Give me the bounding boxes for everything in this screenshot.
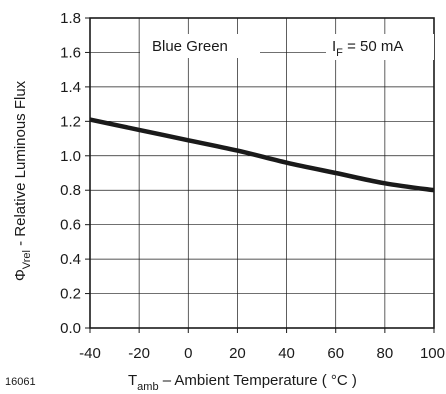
y-tick-label: 1.0	[60, 148, 81, 165]
y-label-sub: Vrel	[21, 250, 33, 269]
y-label-main: Φ	[12, 269, 29, 281]
x-tick-label: 80	[377, 345, 394, 362]
y-tick-label: 0.8	[60, 182, 81, 199]
x-label-rest: – Ambient Temperature ( °C )	[159, 372, 357, 389]
condition-sub: F	[336, 47, 343, 59]
y-tick-label: 1.4	[60, 79, 81, 96]
x-tick-label: 0	[184, 345, 192, 362]
y-tick-label: 1.6	[60, 44, 81, 61]
condition-rest: = 50 mA	[343, 38, 403, 55]
condition-main: I	[332, 38, 336, 55]
y-tick-label: 1.2	[60, 113, 81, 130]
x-axis-ticks: -40 -20 0 20 40 60 80 100	[79, 328, 445, 362]
y-tick-label: 1.8	[60, 10, 81, 27]
y-tick-label: 0.2	[60, 286, 81, 303]
figure-id: 16061	[5, 376, 36, 388]
y-label-rest: - Relative Luminous Flux	[12, 80, 29, 250]
x-label-main: T	[128, 372, 137, 389]
x-tick-label: -20	[128, 345, 150, 362]
y-tick-label: 0.6	[60, 217, 81, 234]
grid-lines	[90, 18, 434, 328]
series-line-blue-green	[89, 117, 435, 193]
series-label-box	[140, 34, 260, 58]
x-tick-label: -40	[79, 345, 101, 362]
y-axis-ticks: 0.0 0.2 0.4 0.6 0.8 1.0 1.2 1.4 1.6 1.8	[60, 10, 90, 337]
x-tick-label: 100	[420, 345, 445, 362]
plot-frame	[89, 17, 435, 329]
condition-label-box	[326, 34, 434, 60]
y-axis-label: ΦVrel - Relative Luminous Flux	[12, 80, 33, 281]
x-tick-label: 40	[278, 345, 295, 362]
y-tick-label: 0.0	[60, 320, 81, 337]
series-label: Blue Green	[152, 38, 228, 55]
x-label-sub: amb	[137, 381, 158, 393]
x-tick-label: 20	[229, 345, 246, 362]
condition-label: IF = 50 mA	[332, 38, 403, 59]
x-tick-label: 60	[327, 345, 344, 362]
y-tick-label: 0.4	[60, 251, 81, 268]
x-axis-label: Tamb – Ambient Temperature ( °C )	[128, 372, 357, 393]
